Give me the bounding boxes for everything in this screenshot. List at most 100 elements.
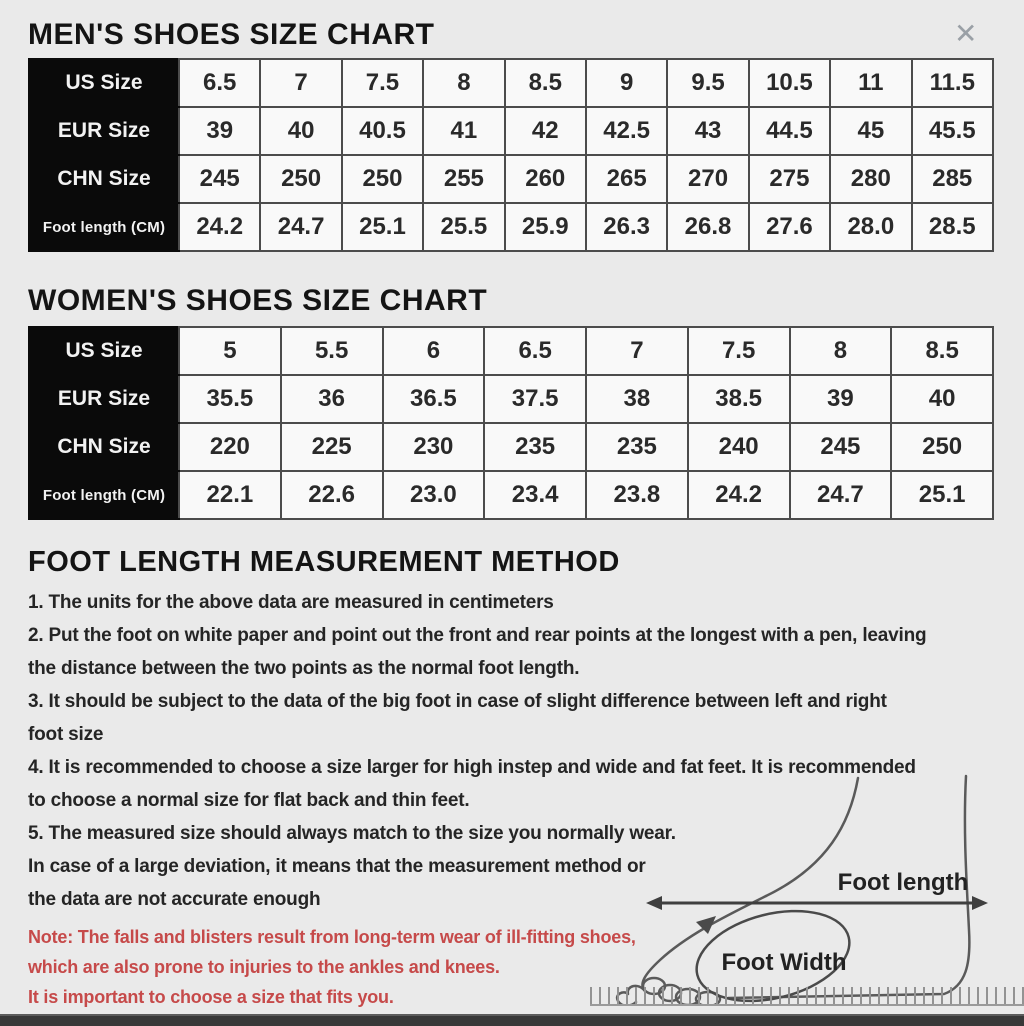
size-cell: 285 [910,154,995,204]
size-cell: 245 [788,422,893,472]
size-cell: 24.7 [259,202,343,252]
size-cell: 23.8 [585,470,689,520]
size-cell: 250 [259,154,343,204]
method-line: to choose a normal size for flat back an… [28,790,470,811]
method-line: 5. The measured size should always match… [28,823,676,844]
mens-chart-title: MEN'S SHOES SIZE CHART [28,18,435,51]
size-cell: 28.5 [910,202,995,252]
size-cell: 24.7 [788,470,893,520]
table-row: Foot length (CM) 22.1 22.6 23.0 23.4 23.8 24.2… [28,470,994,520]
method-line: In case of a large deviation, it means t… [28,856,646,877]
size-cell: 44.5 [747,106,832,156]
note-line: which are also prone to injuries to the … [28,957,500,977]
size-cell: 38 [585,374,689,424]
table-row: CHN Size 220 225 230 235 235 240 245 250 [28,422,994,472]
foot-length-arrow [646,896,988,910]
size-cell: 240 [686,422,791,472]
size-cell: 9.5 [666,58,750,108]
method-line: 2. Put the foot on white paper and point… [28,625,927,646]
size-cell: 250 [890,422,994,472]
size-cell: 6.5 [483,326,587,376]
size-cell: 22.6 [279,470,384,520]
method-line: foot size [28,724,104,745]
size-cell: 230 [381,422,486,472]
size-cell: 40.5 [340,106,425,156]
table-row: Foot length (CM) 24.2 24.7 25.1 25.5 25.9 26.3… [28,202,995,252]
method-line: 4. It is recommended to choose a size la… [28,757,916,778]
size-cell: 235 [585,422,689,472]
size-cell: 9 [584,58,669,108]
size-cell: 8.5 [890,326,994,376]
size-cell: 7.5 [340,58,425,108]
size-cell: 36 [279,374,384,424]
method-title: FOOT LENGTH MEASUREMENT METHOD [28,546,620,578]
size-cell: 225 [279,422,384,472]
table-row: EUR Size 39 40 40.5 41 42 42.5 43 44.5 45 45.5 [28,106,995,156]
foot-width-label: Foot Width [721,949,846,976]
size-cell: 43 [666,106,750,156]
size-cell: 275 [747,154,832,204]
size-cell: 37.5 [483,374,587,424]
size-cell: 22.1 [178,470,282,520]
size-cell: 24.2 [686,470,791,520]
size-cell: 26.3 [584,202,669,252]
size-cell: 25.9 [503,202,587,252]
size-cell: 220 [178,422,282,472]
size-cell: 45.5 [910,106,995,156]
row-label: US Size [28,326,180,376]
size-cell: 28.0 [829,202,913,252]
row-label: CHN Size [28,422,180,472]
table-row: EUR Size 35.5 36 36.5 37.5 38 38.5 39 40 [28,374,994,424]
row-label: CHN Size [28,154,180,204]
size-cell: 42.5 [584,106,669,156]
size-cell: 36.5 [381,374,486,424]
size-cell: 6 [381,326,486,376]
size-cell: 23.4 [483,470,587,520]
size-cell: 25.1 [890,470,994,520]
size-cell: 8.5 [503,58,587,108]
table-row: US Size 6.5 7 7.5 8 8.5 9 9.5 10.5 11 11.5 [28,58,995,108]
size-cell: 39 [788,374,893,424]
close-icon[interactable]: ✕ [954,18,978,49]
womens-size-table: US Size 5 5.5 6 6.5 7 7.5 8 8.5 EUR Size 35.5 36 36.… [28,326,994,520]
note-line: It is important to choose a size that fi… [28,987,394,1007]
size-cell: 40 [259,106,343,156]
table-row: CHN Size 245 250 250 255 260 265 270 275 280 285 [28,154,995,204]
size-cell: 11.5 [910,58,995,108]
row-label: Foot length (CM) [28,202,180,252]
mens-size-table: US Size 6.5 7 7.5 8 8.5 9 9.5 10.5 11 11.5 EUR Size… [28,58,995,252]
foot-length-label: Foot length [838,869,969,896]
size-cell: 45 [829,106,913,156]
size-cell: 39 [177,106,262,156]
size-cell: 24.2 [177,202,262,252]
row-label: Foot length (CM) [28,470,180,520]
size-cell: 265 [584,154,669,204]
size-cell: 40 [890,374,994,424]
note-line: Note: The falls and blisters result from… [28,927,636,947]
size-cell: 27.6 [747,202,832,252]
size-cell: 7 [259,58,343,108]
size-cell: 270 [666,154,750,204]
size-cell: 7.5 [686,326,791,376]
size-cell: 5.5 [279,326,384,376]
method-line: 1. The units for the above data are meas… [28,592,554,613]
size-cell: 23.0 [381,470,486,520]
method-line: the distance between the two points as t… [28,658,580,679]
size-cell: 7 [585,326,689,376]
size-cell: 280 [829,154,913,204]
method-line: 3. It should be subject to the data of t… [28,691,887,712]
row-label: EUR Size [28,374,180,424]
fit-note: Note: The falls and blisters result from… [28,922,636,1012]
size-cell: 8 [422,58,506,108]
size-cell: 38.5 [686,374,791,424]
womens-chart-title: WOMEN'S SHOES SIZE CHART [28,284,488,317]
size-cell: 25.5 [422,202,506,252]
size-cell: 10.5 [747,58,832,108]
size-cell: 35.5 [178,374,282,424]
size-cell: 235 [483,422,587,472]
size-cell: 245 [177,154,262,204]
row-label: US Size [28,58,180,108]
size-cell: 250 [340,154,425,204]
table-row: US Size 5 5.5 6 6.5 7 7.5 8 8.5 [28,326,994,376]
